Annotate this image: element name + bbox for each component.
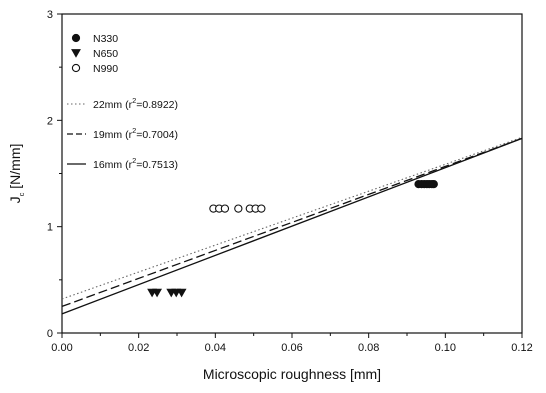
legend-label-n990: N990: [93, 63, 118, 75]
x-tick-label: 0.04: [205, 342, 226, 354]
legend-label-fit: 22mm (r2=0.8922): [93, 96, 178, 111]
legend-fit-post: =0.8922): [136, 99, 178, 111]
y-tick-label: 2: [47, 115, 53, 127]
legend-fit-pre: 16mm (r: [93, 159, 133, 171]
legend-label-n330: N330: [93, 33, 118, 45]
legend-fit-sup: 2: [132, 96, 136, 105]
plot-frame: [61, 13, 523, 334]
legend-marker-n650: [71, 49, 81, 58]
marker-n990: [220, 204, 230, 213]
marker-n330: [429, 180, 438, 189]
fit-lines: [61, 136, 523, 315]
y-axis-title: Jc [N/mm]: [7, 144, 26, 204]
y-tick-label: 3: [47, 9, 53, 21]
x-tick-label: 0.02: [128, 342, 149, 354]
x-tick-label: 0.08: [358, 342, 379, 354]
y-tick-label: 0: [47, 328, 53, 340]
marker-n650: [152, 288, 162, 298]
legend-fit-post: =0.7513): [136, 159, 178, 171]
y-axis-title-sub: c: [17, 192, 26, 196]
y-axis-title-main: J: [7, 196, 23, 203]
legend-label-n650: N650: [93, 48, 118, 60]
legend-marker-n990: [71, 63, 81, 73]
legend-fit-pre: 19mm (r: [93, 129, 133, 141]
legend-fit-sup: 2: [132, 156, 136, 165]
x-tick-label: 0.00: [51, 342, 72, 354]
data-markers: [147, 180, 438, 298]
y-tick-label: 1: [47, 222, 53, 234]
legend-label-fit: 16mm (r2=0.7513): [93, 156, 178, 171]
fit-line-dashed: [61, 137, 523, 308]
x-tick-label: 0.10: [435, 342, 456, 354]
legend-marker-n330: [71, 33, 81, 43]
marker-n990: [257, 204, 266, 213]
marker-n990: [234, 204, 243, 213]
axes: 0.00 0.02 0.04 0.06 0.08 0.10 0.12 0 1 2 3: [47, 9, 533, 354]
marker-n650: [176, 288, 187, 298]
legend-fit-post: =0.7004): [136, 129, 178, 141]
y-axis-title-unit: [N/mm]: [7, 144, 23, 193]
fit-line-solid: [61, 137, 523, 315]
x-axis-title: Microscopic roughness [mm]: [203, 366, 381, 382]
legend-fit-sup: 2: [132, 126, 136, 135]
x-tick-label: 0.06: [281, 342, 302, 354]
x-tick-label: 0.12: [511, 342, 532, 354]
legend-fit-pre: 22mm (r: [93, 99, 133, 111]
fit-line-dotted: [61, 136, 523, 300]
legend-label-fit: 19mm (r2=0.7004): [93, 126, 178, 141]
